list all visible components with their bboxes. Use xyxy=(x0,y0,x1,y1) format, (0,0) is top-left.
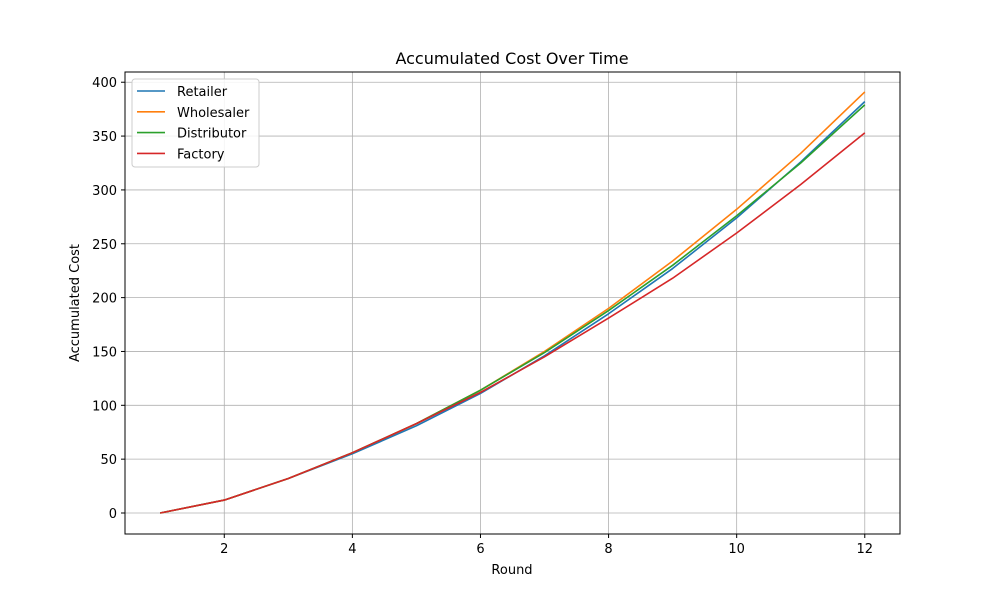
y-tick-label: 350 xyxy=(92,130,117,145)
series-lines xyxy=(160,91,866,514)
legend-label-retailer: Retailer xyxy=(177,85,228,100)
legend-label-wholesaler: Wholesaler xyxy=(177,106,250,121)
series-line-wholesaler xyxy=(160,91,866,514)
y-tick-label: 50 xyxy=(100,453,117,468)
y-tick-label: 300 xyxy=(92,184,117,199)
y-axis-label: Accumulated Cost xyxy=(68,244,83,362)
legend-label-distributor: Distributor xyxy=(177,127,247,142)
x-tick-label: 4 xyxy=(348,542,356,557)
plot-frame xyxy=(124,71,901,535)
series-line-factory xyxy=(160,132,866,514)
x-tick-label: 8 xyxy=(604,542,612,557)
x-tick-label: 10 xyxy=(728,542,745,557)
y-tick-label: 100 xyxy=(92,399,117,414)
y-tick-label: 250 xyxy=(92,238,117,253)
x-tick-label: 2 xyxy=(220,542,228,557)
y-tick-label: 200 xyxy=(92,292,117,307)
series-line-distributor xyxy=(160,104,866,514)
x-axis-ticks: 2 4 6 8 10 12 xyxy=(220,534,873,557)
y-axis-ticks: 0 50 100 150 200 250 300 350 400 xyxy=(92,76,125,522)
x-tick-label: 6 xyxy=(476,542,484,557)
y-tick-label: 150 xyxy=(92,345,117,360)
y-tick-label: 400 xyxy=(92,76,117,91)
legend-label-factory: Factory xyxy=(177,147,225,162)
grid xyxy=(125,72,900,534)
chart-title: Accumulated Cost Over Time xyxy=(395,49,628,68)
x-tick-label: 12 xyxy=(856,542,873,557)
x-axis-label: Round xyxy=(491,563,532,578)
y-tick-label: 0 xyxy=(109,507,117,522)
legend-box xyxy=(131,78,260,168)
legend: Retailer Wholesaler Distributor Factory xyxy=(131,78,260,168)
series-line-retailer xyxy=(160,101,866,514)
